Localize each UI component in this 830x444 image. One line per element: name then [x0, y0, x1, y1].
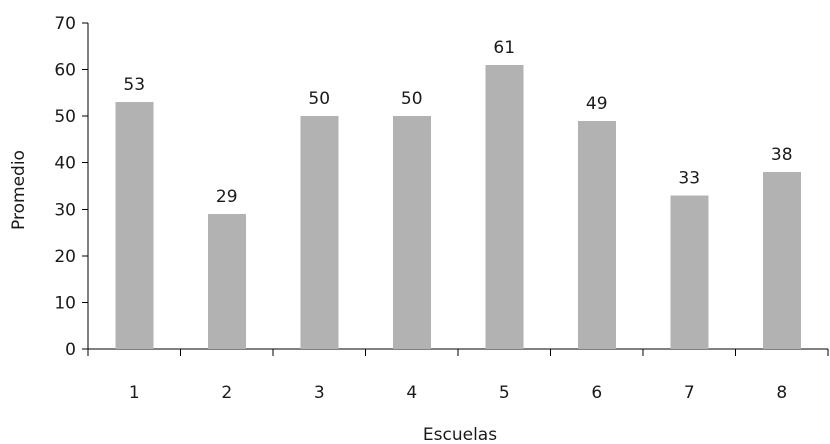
y-tick-label: 50: [54, 107, 76, 127]
bars: [115, 64, 801, 350]
x-axis: 1 2 3 4 5 6 7 8: [87, 348, 829, 403]
data-label-8: 38: [771, 145, 793, 165]
bar-8: [762, 172, 801, 349]
data-label-4: 50: [401, 89, 423, 109]
bar-4: [392, 116, 431, 350]
bar-3: [300, 116, 339, 350]
x-tick-label-5: 5: [499, 383, 510, 403]
data-label-6: 49: [586, 94, 608, 114]
y-tick-label: 40: [54, 154, 76, 174]
bar-5: [485, 64, 524, 350]
x-tick-label-7: 7: [684, 383, 695, 403]
data-label-2: 29: [216, 187, 238, 207]
bar-6: [577, 120, 616, 349]
y-tick-label: 30: [54, 200, 76, 220]
y-tick-label: 60: [54, 61, 76, 81]
x-tick-label-2: 2: [221, 383, 232, 403]
y-axis-title: Promedio: [9, 150, 29, 230]
y-tick-label: 0: [65, 340, 76, 360]
x-tick-label-8: 8: [776, 383, 787, 403]
data-label-3: 50: [308, 89, 330, 109]
data-label-7: 33: [678, 168, 700, 188]
x-tick-label-1: 1: [129, 383, 140, 403]
data-label-1: 53: [123, 75, 145, 95]
data-label-5: 61: [493, 38, 515, 58]
y-tick-label: 10: [54, 293, 76, 313]
bar-2: [207, 213, 246, 349]
data-labels: 53 29 50 50 61 49 33 38: [123, 38, 792, 207]
bar-1: [115, 102, 154, 350]
y-tick-label: 70: [54, 14, 76, 34]
bar-7: [670, 195, 709, 349]
y-axis: 0 10 20 30 40 50 60 70: [54, 14, 89, 360]
x-tick-label-6: 6: [591, 383, 602, 403]
x-tick-label-4: 4: [406, 383, 417, 403]
x-axis-title: Escuelas: [423, 425, 497, 444]
y-tick-label: 20: [54, 247, 76, 267]
x-tick-label-3: 3: [314, 383, 325, 403]
